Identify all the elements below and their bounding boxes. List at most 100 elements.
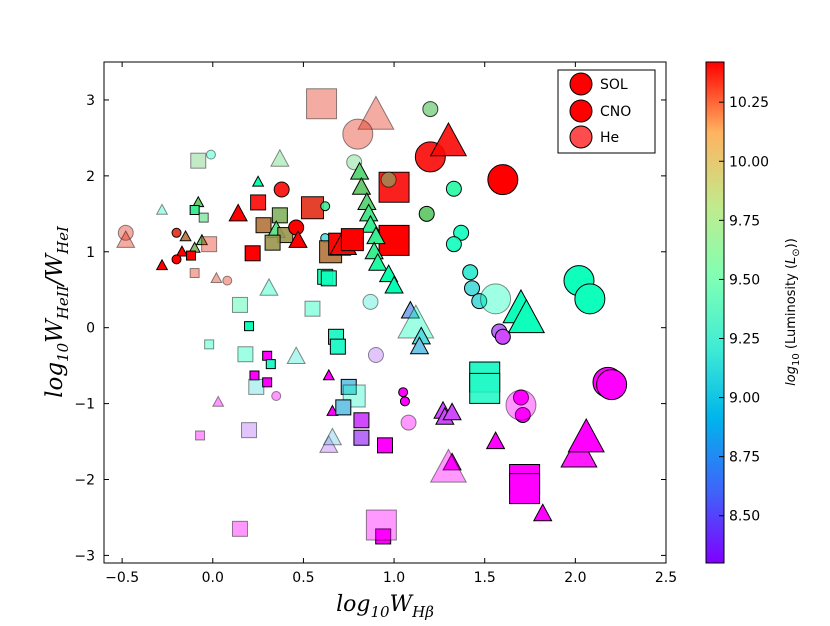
y-tick-label: −3: [74, 548, 95, 564]
legend-marker-sol: [569, 72, 593, 96]
data-point-circle: [171, 254, 182, 265]
data-point-triangle: [319, 434, 339, 453]
data-point-circle: [453, 224, 470, 241]
data-point-triangle: [349, 161, 370, 180]
data-point-triangle: [259, 277, 279, 296]
data-point-circle: [445, 180, 462, 197]
data-point-triangle: [212, 395, 225, 407]
data-point-triangle: [326, 404, 339, 416]
data-point-square: [186, 250, 197, 261]
colorbar-tick-label: 9.25: [729, 331, 760, 347]
colorbar-tick-label: 8.75: [729, 450, 760, 466]
colorbar-tick-label: 9.00: [729, 391, 760, 407]
legend-label-sol: SOL: [600, 77, 628, 93]
data-point-square: [265, 359, 276, 370]
data-point-circle: [367, 347, 384, 364]
data-point-triangle: [507, 298, 546, 334]
data-point-square: [306, 88, 338, 120]
data-point-circle: [342, 118, 374, 150]
x-tick-label: 2.5: [655, 570, 677, 586]
data-point-circle: [273, 181, 290, 198]
x-tick-label: 1.5: [474, 570, 496, 586]
data-point-square: [201, 236, 218, 253]
legend-marker-he: [569, 125, 593, 149]
data-point-square: [340, 378, 357, 395]
data-point-square: [250, 194, 267, 211]
data-point-triangle: [195, 233, 209, 246]
data-point-square: [329, 338, 346, 355]
plot-frame: [103, 61, 667, 564]
data-point-triangle: [368, 252, 388, 271]
data-point-circle: [271, 391, 282, 401]
data-point-circle: [596, 369, 628, 401]
legend: SOL CNO He: [557, 69, 656, 154]
data-point-square: [249, 370, 260, 381]
data-point-circle: [480, 283, 512, 315]
data-point-circle: [574, 283, 606, 315]
colorbar-tick-label: 9.50: [729, 272, 760, 288]
data-point-square: [248, 378, 265, 395]
data-point-square: [231, 296, 248, 313]
data-point-triangle: [322, 368, 335, 381]
data-point-triangle: [179, 229, 192, 242]
data-point-square: [377, 437, 393, 454]
data-point-circle: [462, 264, 479, 281]
data-point-circle: [117, 224, 134, 241]
y-tick-label: −2: [74, 473, 95, 489]
data-point-circle: [205, 149, 216, 160]
data-point-square: [304, 300, 321, 317]
data-point-triangle: [251, 175, 265, 187]
data-point-square: [190, 152, 207, 169]
data-point-triangle: [286, 346, 306, 365]
x-axis-title: log10WHβ: [336, 592, 434, 621]
data-point-square: [335, 399, 352, 416]
data-point-circle: [487, 164, 519, 196]
colorbar-tick-label: 10.25: [729, 95, 769, 111]
y-tick-label: 0: [86, 321, 95, 337]
data-point-triangle: [397, 304, 435, 339]
data-point-circle: [505, 389, 537, 421]
data-point-square: [244, 321, 255, 332]
data-point-square: [469, 372, 501, 404]
y-axis-ticks: −3 −2 −1 0 1 2 3: [74, 93, 666, 564]
data-point-triangle: [322, 427, 343, 446]
data-point-square: [189, 205, 200, 216]
data-point-triangle: [357, 95, 395, 130]
data-point-circle: [399, 396, 410, 407]
data-point-circle: [320, 201, 331, 212]
x-tick-label: 1.0: [383, 570, 405, 586]
data-point-triangle: [485, 431, 506, 450]
data-point-circle: [422, 101, 439, 118]
data-point-triangle: [288, 229, 308, 248]
data-point-square: [231, 520, 248, 537]
data-point-triangle: [409, 336, 430, 355]
x-tick-label: 2.0: [564, 570, 586, 586]
colorbar-gradient: [705, 61, 725, 564]
data-point-circle: [514, 406, 531, 423]
colorbar-label: log10 (Luminosity (L⊙)): [784, 238, 802, 386]
colorbar-tick-label: 10.00: [729, 154, 769, 170]
data-point-circle: [464, 280, 481, 297]
legend-label-he: He: [600, 130, 619, 146]
colorbar-tick-label: 9.75: [729, 213, 760, 229]
data-point-square: [365, 509, 397, 541]
data-point-triangle: [442, 402, 462, 421]
data-point-circle: [288, 219, 305, 236]
legend-marker-cno: [569, 99, 593, 123]
data-point-triangle: [429, 448, 468, 483]
data-point-square: [255, 217, 272, 234]
colorbar-ticks: 8.50 8.75 9.00 9.25 9.50 9.75 10.00 10.25: [719, 95, 769, 525]
data-point-circle: [380, 171, 397, 188]
x-axis-ticks: −0.5 0.0 0.5 1.0 1.5 2.0 2.5: [105, 62, 677, 586]
data-point-circle: [445, 236, 462, 253]
data-point-square: [262, 350, 273, 361]
data-point-circle: [222, 275, 233, 286]
data-point-square: [378, 224, 410, 256]
data-point-circle: [418, 205, 435, 222]
data-point-square: [340, 228, 364, 252]
data-point-square: [204, 339, 215, 350]
x-tick-label: 0.0: [202, 570, 224, 586]
data-point-triangle: [155, 258, 169, 271]
data-point-square: [509, 473, 541, 505]
